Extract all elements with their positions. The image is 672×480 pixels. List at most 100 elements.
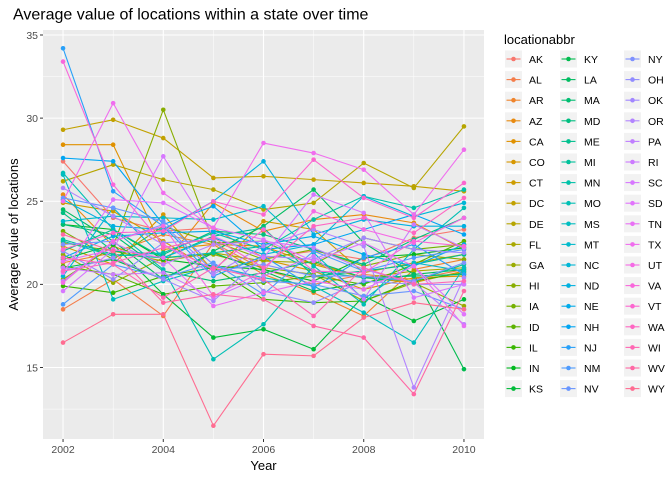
- data-point-vt: [60, 247, 66, 252]
- legend-label-ut: UT: [648, 260, 663, 272]
- data-point-nh: [261, 247, 266, 252]
- data-point-tn: [361, 287, 367, 292]
- data-point-ok: [211, 298, 216, 304]
- legend: AK AL AR AZ CA CO CT DC DE FL GA HI IA ID IL IN KS KY LA MA…: [505, 50, 665, 398]
- data-point-mt: [261, 203, 266, 209]
- data-point-wy: [160, 312, 166, 317]
- y-axis-title: Average value of locations: [6, 158, 21, 311]
- data-point-sc: [461, 282, 467, 287]
- data-point-mt: [461, 268, 467, 274]
- data-point-nd: [110, 223, 116, 229]
- data-point-va: [361, 270, 367, 276]
- data-point-va: [160, 242, 166, 247]
- data-point-tn: [261, 290, 266, 295]
- data-point-oh: [311, 300, 316, 305]
- data-point-sd: [160, 200, 166, 206]
- data-point-dc: [261, 174, 266, 179]
- data-point-wv: [60, 232, 66, 237]
- data-point-ks: [261, 326, 266, 332]
- data-point-wa: [60, 268, 66, 274]
- x-axis-title: Year: [250, 458, 277, 473]
- y-tick-label: 25: [26, 196, 38, 208]
- data-point-or: [211, 272, 216, 277]
- data-point-de: [261, 207, 266, 212]
- legend-label-il: IL: [529, 342, 538, 354]
- data-point-dc: [361, 180, 367, 186]
- legend-label-ar: AR: [529, 95, 544, 107]
- data-point-dc: [60, 127, 66, 133]
- data-point-ri: [60, 265, 66, 271]
- data-point-wa: [211, 235, 216, 241]
- data-point-mt: [211, 217, 216, 222]
- data-point-sc: [311, 192, 316, 197]
- data-point-ri: [110, 272, 116, 277]
- data-point-ca: [60, 142, 66, 148]
- data-point-wv: [110, 248, 116, 254]
- legend-key-point: [566, 118, 571, 124]
- data-point-co: [160, 212, 166, 217]
- legend-label-ny: NY: [648, 54, 663, 66]
- legend-key-point: [630, 221, 635, 227]
- legend-label-wy: WY: [648, 384, 665, 396]
- data-point-wa: [311, 223, 316, 229]
- data-point-md: [261, 232, 266, 237]
- data-point-ut: [461, 215, 467, 221]
- data-point-pa: [211, 242, 216, 247]
- x-axis-ticks: 2002 2004 2006 2008 2010: [51, 439, 476, 456]
- data-point-ak: [60, 159, 66, 164]
- data-point-vt: [261, 212, 266, 217]
- data-point-mo: [311, 263, 316, 269]
- data-point-wa: [411, 230, 417, 236]
- legend-key-point: [566, 283, 571, 288]
- data-point-tx: [411, 212, 417, 217]
- data-point-ny: [461, 260, 467, 266]
- data-point-va: [311, 268, 316, 274]
- legend-key-point: [630, 242, 635, 247]
- data-point-ky: [311, 288, 316, 294]
- data-point-ga: [461, 303, 467, 309]
- legend-key-point: [511, 262, 516, 268]
- legend-label-in: IN: [529, 363, 540, 375]
- data-point-de: [60, 178, 66, 184]
- data-point-nc: [461, 200, 467, 206]
- data-point-mn: [461, 187, 467, 192]
- legend-label-ak: AK: [529, 54, 543, 66]
- data-point-wv: [411, 391, 417, 397]
- legend-label-de: DE: [529, 219, 544, 231]
- data-point-sd: [261, 237, 266, 242]
- legend-label-vt: VT: [648, 301, 662, 313]
- legend-key-point: [511, 118, 516, 124]
- data-point-la: [311, 187, 316, 192]
- data-point-tx: [211, 225, 216, 231]
- x-tick-label: 2010: [452, 444, 476, 456]
- data-point-nm: [311, 248, 316, 254]
- data-point-de: [160, 177, 166, 182]
- data-point-ks: [461, 297, 467, 302]
- x-tick-label: 2004: [152, 444, 176, 456]
- data-point-or: [361, 243, 367, 249]
- data-point-wa: [160, 245, 166, 251]
- legend-key-point: [511, 345, 516, 350]
- legend-label-hi: HI: [529, 281, 540, 293]
- data-point-de: [110, 162, 116, 167]
- data-point-ut: [110, 238, 116, 244]
- data-point-oh: [110, 277, 116, 282]
- data-point-ny: [361, 273, 367, 279]
- data-point-oh: [361, 278, 367, 284]
- legend-key-point: [630, 139, 635, 144]
- data-point-fl: [411, 268, 417, 274]
- legend-label-az: AZ: [529, 116, 543, 128]
- data-point-wi: [160, 295, 166, 300]
- data-point-nv: [211, 262, 216, 267]
- data-point-tn: [461, 323, 467, 329]
- data-point-nv: [361, 293, 367, 299]
- legend-label-ne: NE: [584, 301, 599, 313]
- data-point-ms: [110, 297, 116, 302]
- data-point-wy: [311, 353, 316, 359]
- legend-label-mo: MO: [584, 198, 601, 210]
- data-point-vt: [110, 230, 116, 236]
- data-point-ga: [110, 280, 116, 286]
- data-point-ky: [461, 366, 467, 372]
- x-tick-label: 2006: [252, 444, 276, 456]
- data-point-dc: [160, 135, 166, 141]
